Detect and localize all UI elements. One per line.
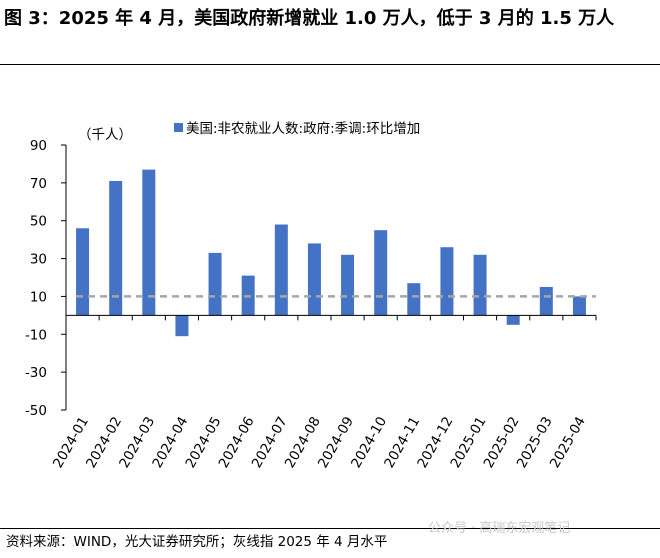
bar-2024-12 — [440, 247, 454, 316]
y-axis-unit-label: （千人） — [78, 127, 132, 143]
x-axis-labels: 2024-012024-022024-032024-042024-052024-… — [50, 315, 597, 471]
bar-2024-05 — [208, 252, 222, 316]
bar-2025-02 — [506, 315, 520, 325]
title-divider — [0, 64, 660, 65]
bar-2024-07 — [274, 224, 288, 316]
bar-2025-03 — [539, 286, 553, 316]
y-tick-label: 50 — [30, 214, 47, 230]
bar-2024-03 — [142, 169, 156, 316]
legend-label: 美国:非农就业人数:政府:季调:环比增加 — [186, 121, 420, 137]
y-tick-label: -10 — [25, 327, 47, 343]
y-tick-label: -30 — [25, 365, 47, 381]
footer-divider — [0, 528, 660, 529]
bars — [76, 169, 586, 337]
bar-2024-09 — [341, 254, 355, 316]
bar-2024-02 — [109, 180, 123, 316]
y-tick-label: 10 — [30, 289, 47, 305]
bar-2024-10 — [374, 230, 388, 316]
y-tick-label: 70 — [30, 176, 47, 192]
legend-swatch — [174, 123, 183, 132]
bar-2025-01 — [473, 254, 487, 316]
y-tick-label: 30 — [30, 252, 47, 268]
bar-2025-04 — [572, 296, 586, 316]
y-tick-label: -50 — [25, 403, 47, 419]
bar-2024-04 — [175, 315, 189, 337]
watermark: 公众号 · 高瑞东宏观笔记 — [428, 521, 571, 536]
bar-2024-01 — [76, 228, 90, 316]
chart-title: 图 3：2025 年 4 月，美国政府新增就业 1.0 万人，低于 3 月的 1… — [4, 8, 615, 29]
bar-2024-08 — [307, 243, 321, 316]
source-note: 资料来源：WIND，光大证券研究所；灰线指 2025 年 4 月水平 — [6, 534, 388, 550]
bar-chart: 90 70 50 30 10 -10 -30 -50 2024-012024-022024-0… — [25, 121, 597, 471]
y-axis-ticks: 90 70 50 30 10 -10 -30 -50 — [25, 138, 66, 419]
bar-2024-11 — [407, 283, 421, 316]
y-tick-label: 90 — [30, 138, 47, 154]
